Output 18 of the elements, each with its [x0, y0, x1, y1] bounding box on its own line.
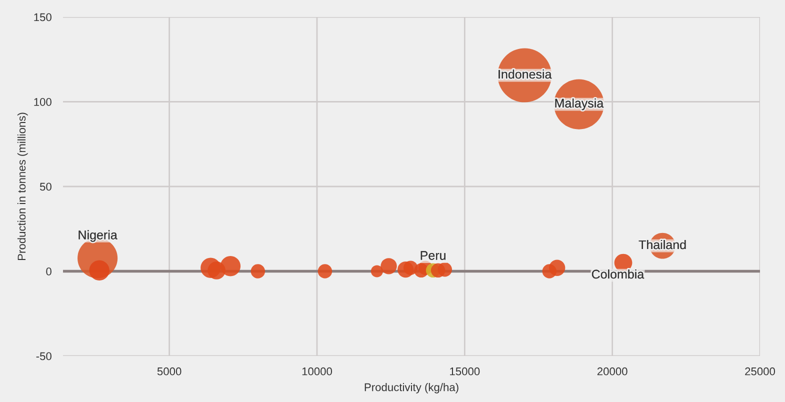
annotation: Nigeria — [78, 230, 118, 242]
y-tick-label: 150 — [34, 13, 52, 22]
annotation: Malaysia — [555, 98, 604, 110]
x-tick-label: 25000 — [745, 367, 776, 376]
annotation: Thailand — [638, 240, 686, 250]
y-tick-label: -50 — [36, 352, 52, 360]
y-tick-label: 50 — [40, 182, 52, 191]
y-tick-label: 0 — [46, 268, 52, 276]
annotation: Colombia — [592, 269, 644, 279]
x-tick-label: 10000 — [302, 367, 332, 376]
x-tick-label: 15000 — [450, 367, 480, 376]
annotation: Peru — [420, 251, 446, 260]
annotation: Indonesia — [498, 69, 552, 79]
y-axis-title: Production in tonnes (millions) — [17, 112, 28, 260]
x-axis-title: Productivity (kg/ha) — [364, 383, 458, 394]
x-tick-label: 20000 — [597, 367, 628, 376]
y-tick-label: 100 — [34, 98, 52, 106]
x-tick-label: 5000 — [157, 367, 182, 376]
